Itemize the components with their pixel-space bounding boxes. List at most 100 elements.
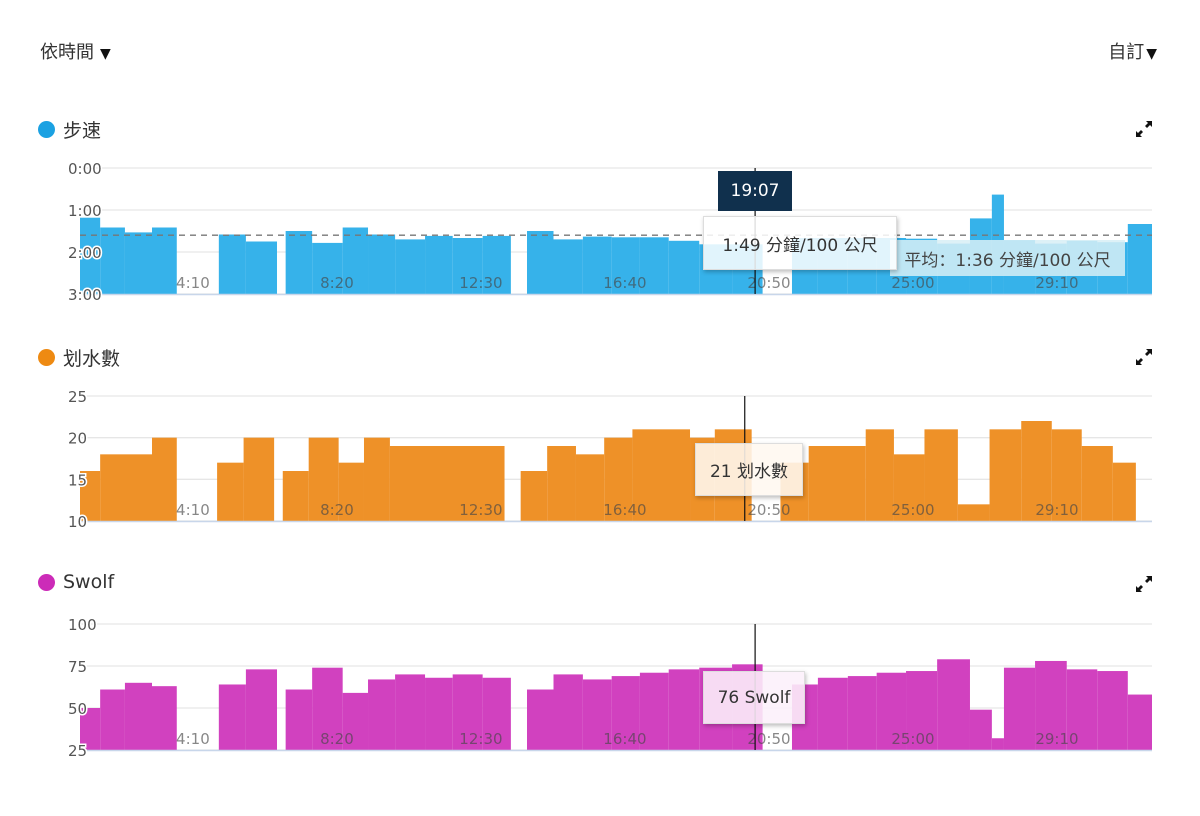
swolf-bar [527,689,554,750]
pace-bar [312,242,343,294]
strokes-bar [389,446,505,521]
y-tick-label: 0:00 [68,160,102,178]
x-tick-label: 4:10 [176,274,210,292]
strokes-tooltip: 21 划水數 [695,443,803,496]
swolf-bar [553,674,583,750]
swolf-bar [342,692,369,750]
pace-bar [553,239,583,294]
strokes-bar [893,454,925,521]
swolf-bar [817,677,848,750]
x-tick-label: 8:20 [320,501,354,519]
strokes-bar [217,462,244,521]
pace-bar [452,238,483,294]
swolf-legend-dot [38,573,55,591]
x-tick-label: 25:00 [891,501,934,519]
strokes-bar [282,471,309,521]
x-tick-label: 29:10 [1035,730,1078,748]
swolf-bar [152,686,177,750]
swolf-bar [847,676,877,750]
pace-bar [285,231,313,294]
swolf-bar [582,679,612,750]
x-tick-label: 8:20 [320,730,354,748]
swolf-bar [452,674,483,750]
strokes-bar [338,462,364,521]
x-tick-label: 20:50 [747,274,790,292]
strokes-title-label: 划水數 [63,348,121,370]
x-tick-label: 29:10 [1035,274,1078,292]
swolf-title-label: Swolf [63,571,115,593]
y-tick-label: 25 [68,742,87,760]
expand-icon[interactable] [1133,573,1155,595]
strokes-bar [243,437,275,521]
swolf-bar [639,672,669,750]
strokes-bar [1021,421,1052,521]
pace-bar [582,236,612,294]
pace-bar [395,239,426,294]
swolf-bar [312,667,343,750]
x-tick-label: 20:50 [747,501,790,519]
swolf-bar [100,689,125,750]
expand-icon[interactable] [1133,118,1155,140]
y-tick-label: 25 [68,388,87,406]
pace-bar [152,227,177,294]
swolf-tooltip: 76 Swolf [703,671,805,724]
x-tick-label: 25:00 [891,274,934,292]
strokes-bar [363,437,390,521]
strokes-bar [604,437,633,521]
strokes-bar [575,454,605,521]
swolf-bar [906,671,938,750]
custom-label: 自訂 [1108,42,1145,63]
y-tick-label: 2:00 [68,244,102,262]
view-by-time-dropdown[interactable]: 依時間 ▼ [40,38,111,64]
strokes-bar [632,429,691,521]
swolf-bar [395,674,426,750]
y-tick-label: 15 [68,471,87,489]
strokes-bar [80,471,101,521]
pace-bar [80,217,101,294]
pace-bar [368,234,396,294]
swolf-bar [482,677,511,750]
strokes-bar [924,429,958,521]
swolf-chart-title: Swolf [38,571,114,593]
pace-average-label: 平均：1:36 分鐘/100 公尺 [890,240,1125,276]
strokes-bar [100,454,153,521]
y-tick-label: 75 [68,658,87,676]
pace-bar [342,227,369,294]
x-tick-label: 20:50 [747,730,790,748]
expand-icon[interactable] [1133,346,1155,368]
strokes-legend-dot [38,349,55,366]
pace-title-label: 步速 [63,120,102,142]
y-tick-label: 50 [68,700,87,718]
strokes-bar [989,429,1022,521]
y-tick-label: 10 [68,513,87,531]
crosshair-time-label: 19:07 [718,171,792,211]
view-by-time-label: 依時間 [40,42,94,63]
custom-dropdown[interactable]: 自訂 ▼ [1108,38,1157,64]
pace-bar [482,235,511,294]
strokes-bar [1051,429,1082,521]
swolf-bar [611,676,640,750]
swolf-bar [368,679,396,750]
pace-bar [1127,224,1152,294]
x-tick-label: 16:40 [603,501,646,519]
x-tick-label: 29:10 [1035,501,1078,519]
x-tick-label: 16:40 [603,730,646,748]
chevron-down-icon: ▼ [1146,46,1157,62]
swolf-bar [285,689,313,750]
x-tick-label: 4:10 [176,501,210,519]
strokes-bar [308,437,339,521]
x-tick-label: 12:30 [459,730,502,748]
y-tick-label: 1:00 [68,202,102,220]
swolf-bar [937,659,970,750]
swolf-bar [1097,671,1128,750]
swolf-bar [124,682,153,750]
pace-bar [668,240,700,294]
pace-bar [245,241,278,294]
strokes-bar [1112,462,1136,521]
swolf-bar [668,669,700,750]
swolf-bar [245,669,278,750]
pace-bar [611,237,640,294]
